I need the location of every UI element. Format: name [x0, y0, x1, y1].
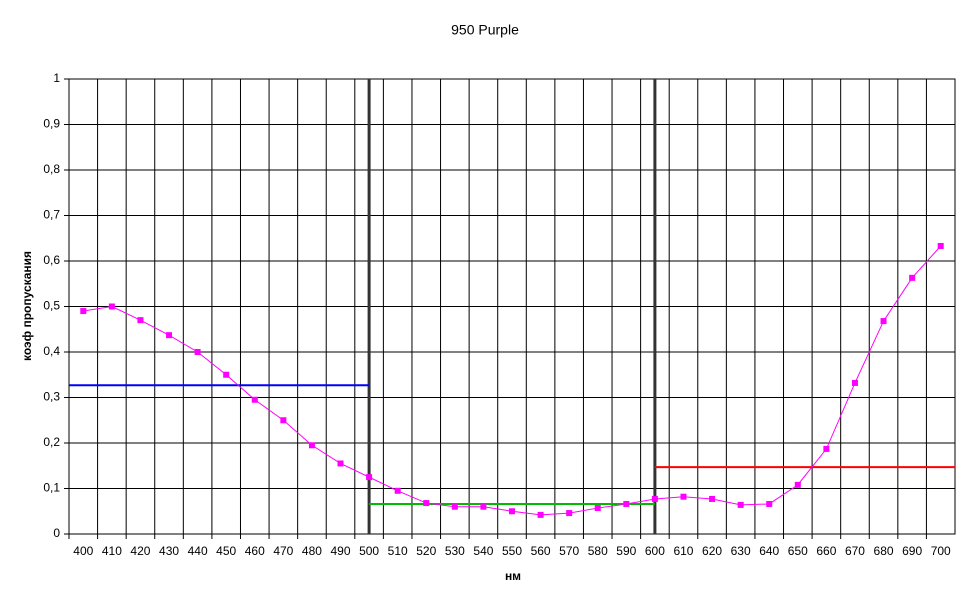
- x-tick-label: 550: [502, 544, 522, 558]
- data-point: [223, 371, 230, 378]
- data-point: [709, 495, 716, 502]
- data-point: [623, 500, 630, 507]
- data-point: [280, 417, 287, 424]
- y-tick-label: 0,2: [43, 435, 60, 449]
- x-tick-label: 480: [302, 544, 322, 558]
- x-tick-label: 490: [331, 544, 351, 558]
- x-tick-label: 630: [731, 544, 751, 558]
- data-point: [651, 495, 658, 502]
- data-point: [766, 500, 773, 507]
- y-tick-label: 0,7: [43, 208, 60, 222]
- x-tick-label: 400: [73, 544, 93, 558]
- x-tick-label: 510: [388, 544, 408, 558]
- y-tick-label: 0,5: [43, 299, 60, 313]
- x-tick-label: 670: [845, 544, 865, 558]
- x-tick-label: 440: [188, 544, 208, 558]
- data-point: [137, 317, 144, 324]
- data-point: [880, 318, 887, 325]
- data-point: [451, 503, 458, 510]
- y-axis-label: коэф пропускания: [20, 251, 34, 361]
- data-point: [594, 505, 601, 512]
- data-point: [423, 500, 430, 507]
- x-tick-label: 640: [759, 544, 779, 558]
- data-point: [366, 474, 373, 481]
- x-tick-label: 690: [902, 544, 922, 558]
- data-point: [80, 308, 87, 315]
- data-point: [737, 501, 744, 508]
- x-tick-label: 540: [473, 544, 493, 558]
- x-tick-label: 470: [273, 544, 293, 558]
- x-tick-label: 530: [445, 544, 465, 558]
- y-tick-label: 1: [53, 71, 60, 85]
- x-tick-label: 620: [702, 544, 722, 558]
- x-tick-label: 680: [874, 544, 894, 558]
- data-point: [537, 511, 544, 518]
- y-tick-label: 0,3: [43, 390, 60, 404]
- x-axis-label: нм: [505, 569, 521, 583]
- data-point: [251, 396, 258, 403]
- x-tick-label: 420: [130, 544, 150, 558]
- data-point: [509, 508, 515, 515]
- data-point: [166, 332, 173, 339]
- x-tick-label: 600: [645, 544, 665, 558]
- x-tick-label: 560: [531, 544, 551, 558]
- x-tick-label: 430: [159, 544, 179, 558]
- x-tick-label: 580: [588, 544, 608, 558]
- x-tick-label: 660: [816, 544, 836, 558]
- x-tick-label: 570: [559, 544, 579, 558]
- x-tick-label: 610: [673, 544, 693, 558]
- data-point: [480, 503, 487, 510]
- x-tick-label: 590: [616, 544, 636, 558]
- data-point: [337, 460, 344, 467]
- data-point: [937, 242, 944, 249]
- x-tick-label: 410: [102, 544, 122, 558]
- y-tick-label: 0,6: [43, 253, 60, 267]
- x-tick-label: 700: [931, 544, 951, 558]
- y-tick-label: 0,1: [43, 481, 60, 495]
- data-point: [394, 487, 401, 494]
- y-tick-label: 0,9: [43, 117, 60, 131]
- data-point: [823, 445, 830, 452]
- x-tick-label: 650: [788, 544, 808, 558]
- data-point: [108, 303, 115, 310]
- data-point: [851, 379, 858, 386]
- y-tick-label: 0,4: [43, 344, 60, 358]
- data-point: [566, 510, 573, 517]
- x-tick-label: 450: [216, 544, 236, 558]
- y-tick-label: 0,8: [43, 162, 60, 176]
- data-point: [680, 493, 687, 500]
- data-point: [794, 481, 801, 488]
- x-tick-label: 520: [416, 544, 436, 558]
- y-tick-label: 0: [53, 526, 60, 540]
- data-point: [308, 442, 315, 449]
- chart-title: 950 Purple: [451, 22, 519, 38]
- plot-border: [68, 78, 956, 535]
- data-point: [909, 274, 916, 281]
- x-tick-label: 460: [245, 544, 265, 558]
- data-point: [194, 349, 201, 355]
- x-tick-label: 500: [359, 544, 379, 558]
